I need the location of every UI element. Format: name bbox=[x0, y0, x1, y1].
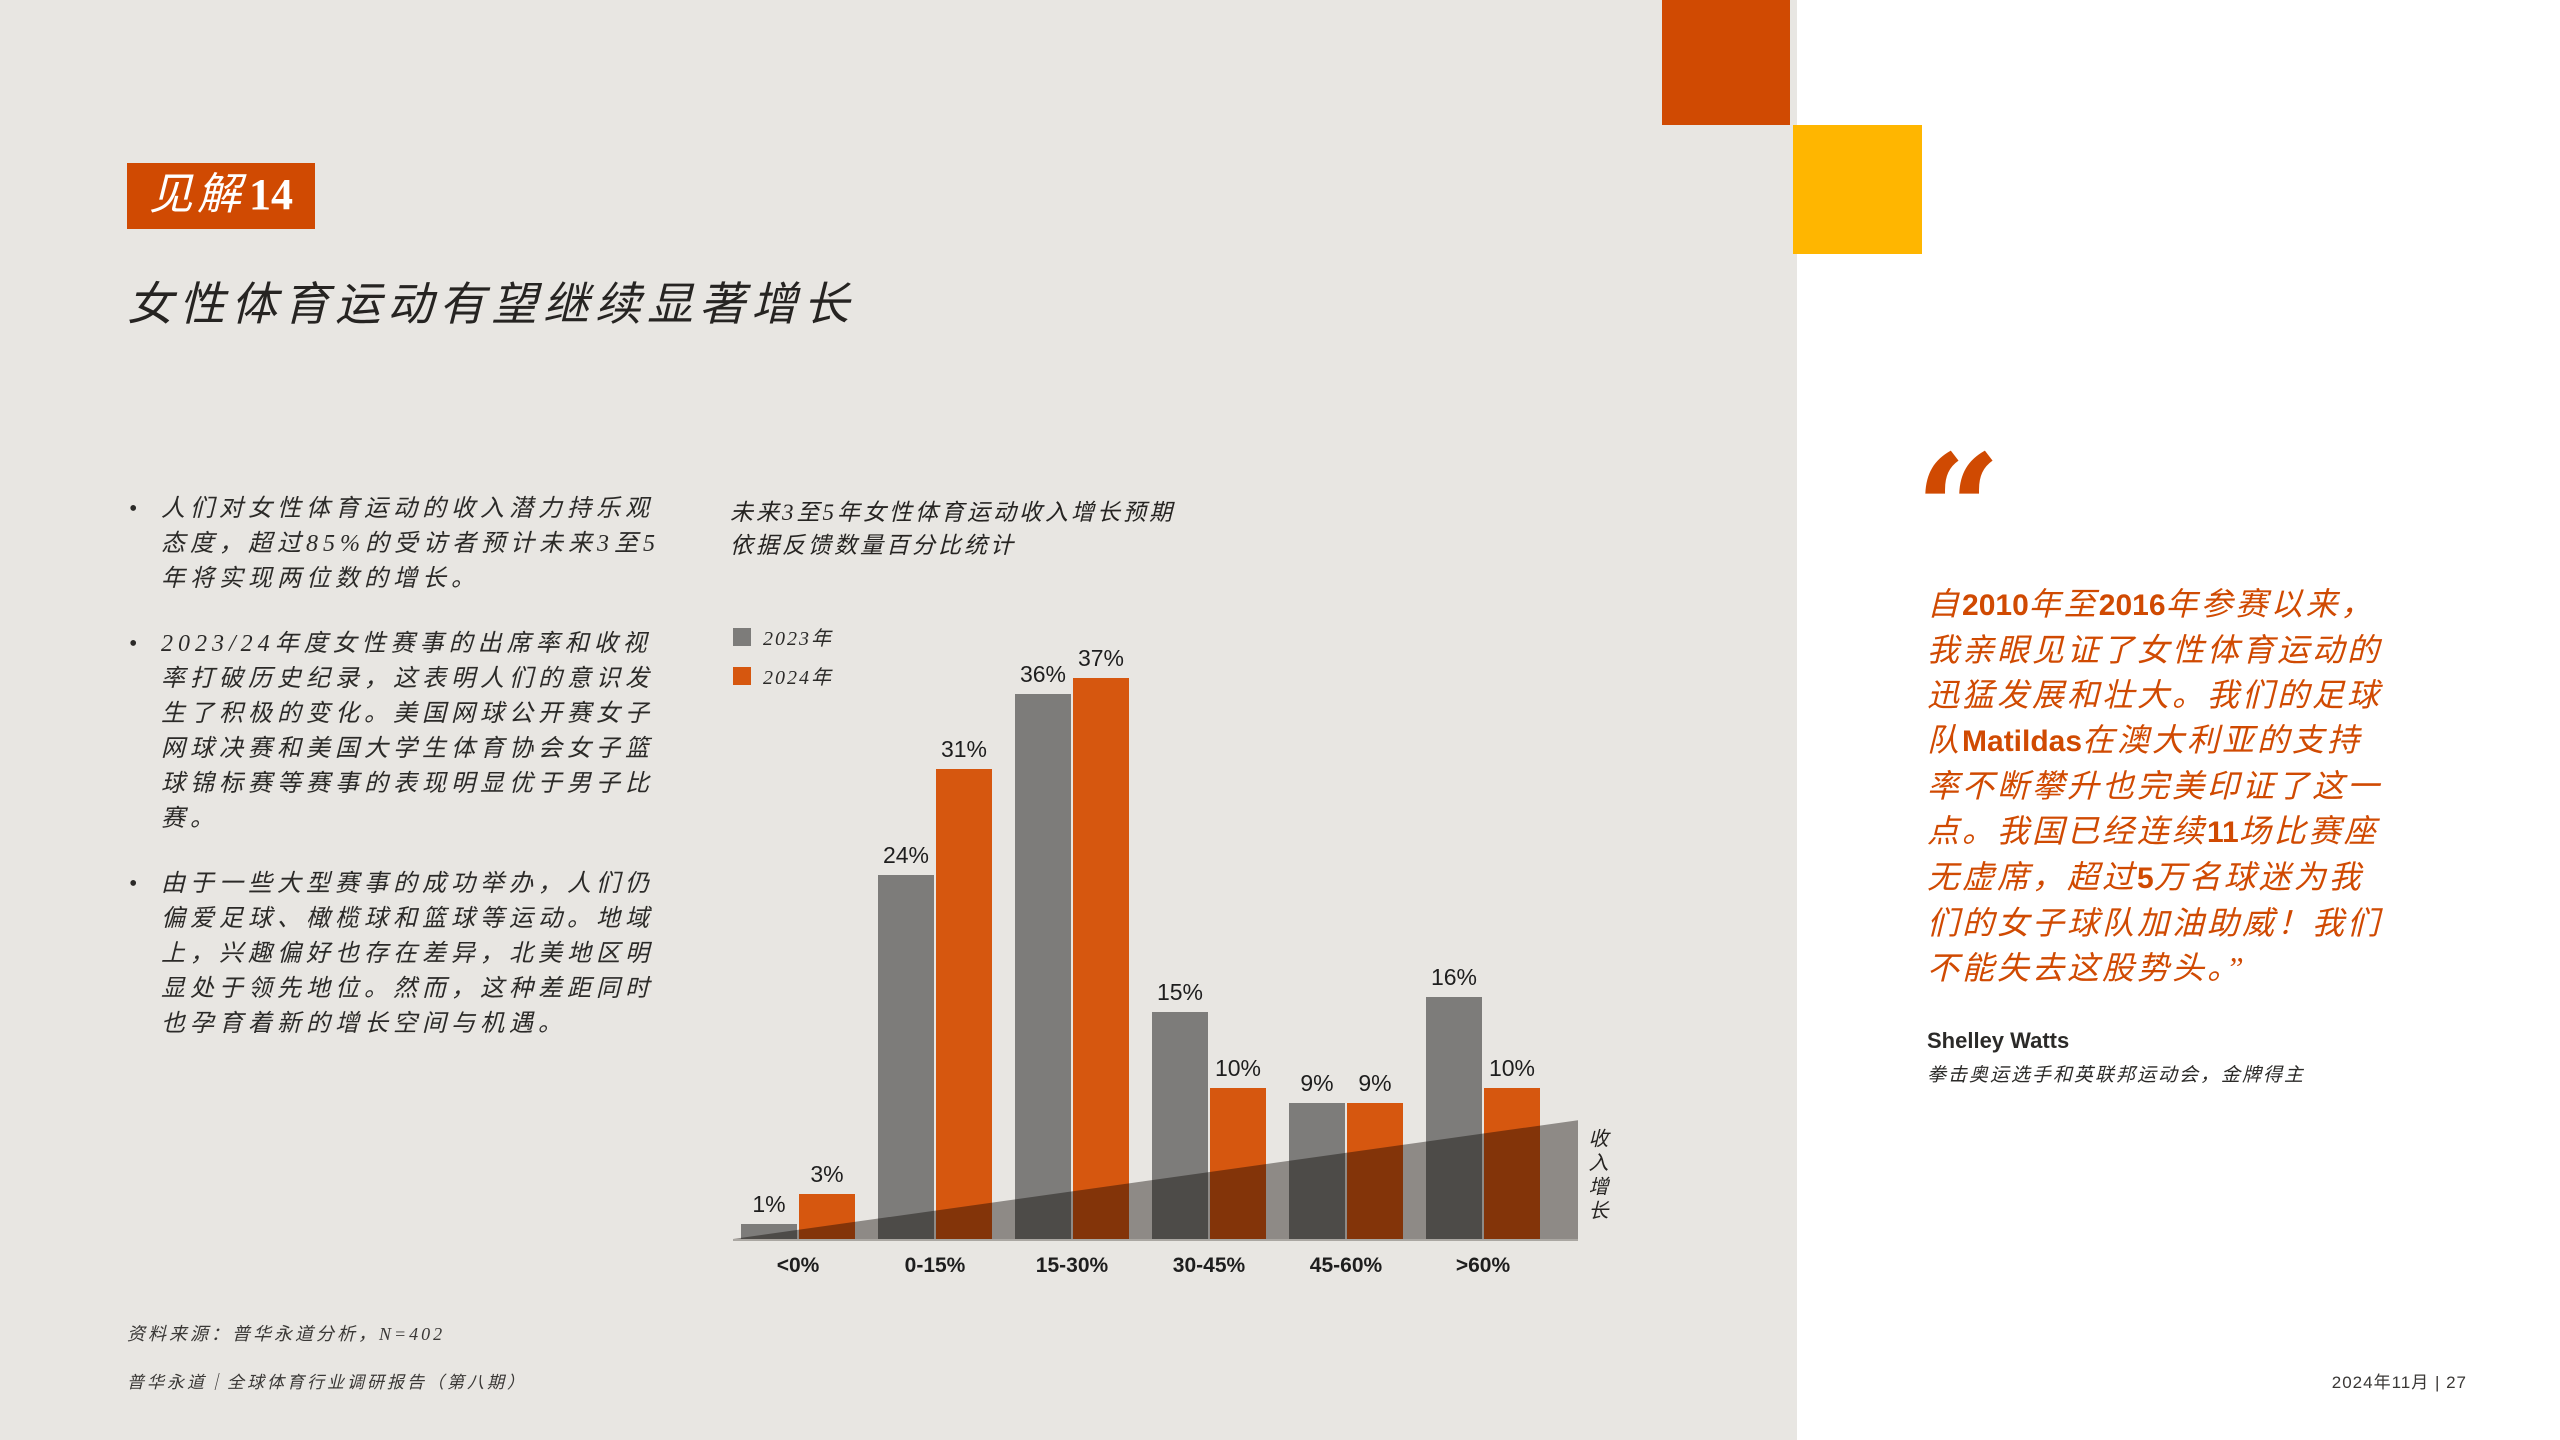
legend-label-2024: 2024年 bbox=[763, 667, 833, 689]
legend-swatch-2024 bbox=[733, 666, 751, 685]
x-axis-label: 30-45% bbox=[1172, 1254, 1246, 1277]
x-axis-label: 45-60% bbox=[1309, 1254, 1383, 1277]
chart-title-line2: 依据反馈数量百分比统计 bbox=[730, 533, 1016, 558]
quote-mark: “ bbox=[1915, 422, 2002, 598]
income-growth-axis-label: 收入增长 bbox=[1585, 1128, 1607, 1224]
orange-square-decoration bbox=[1662, 0, 1790, 125]
quote-segment: 万名球迷为我们的女子球队加油助威！我们不能失去这股势头。” bbox=[1927, 859, 2383, 986]
quote-segment: 年参赛以来，我亲眼见证了女性体育运动的迅猛发展和壮大。我们的足球队 bbox=[1927, 586, 2383, 758]
source-note: 资料来源：普华永道分析，N=402 bbox=[127, 1324, 446, 1344]
page-number: 2024年11月 | 27 bbox=[2331, 1373, 2467, 1392]
quote-segment: 5 bbox=[2137, 862, 2154, 895]
bar-rect bbox=[1073, 678, 1129, 1239]
bar-value-label: 9% bbox=[1300, 1069, 1334, 1096]
quote-segment: 自 bbox=[1927, 586, 1963, 622]
x-axis-labels: <0% 0-15% 15-30% 30-45% 45-60% >60% bbox=[733, 1254, 1578, 1278]
legend-item-2023: 2023年 bbox=[733, 622, 833, 651]
x-axis-label: >60% bbox=[1455, 1254, 1511, 1277]
quote-segment: 2010 bbox=[1962, 589, 2029, 622]
bar: 31% bbox=[936, 633, 992, 1239]
bar-value-label: 37% bbox=[1077, 645, 1125, 672]
bar: 15% bbox=[1152, 633, 1208, 1239]
bar: 36% bbox=[1015, 633, 1071, 1239]
bar-value-label: 9% bbox=[1358, 1069, 1392, 1096]
bar-rect bbox=[1015, 693, 1071, 1239]
quote-author-title: 拳击奥运选手和英联邦运动会，金牌得主 bbox=[1927, 1065, 2306, 1086]
bar-value-label: 3% bbox=[810, 1160, 844, 1187]
quote-segment: 11 bbox=[2207, 816, 2239, 849]
legend-label-2023: 2023年 bbox=[763, 628, 833, 650]
bullet-list: 人们对女性体育运动的收入潜力持乐观态度，超过85%的受访者预计未来3至5年将实现… bbox=[127, 492, 667, 1072]
legend-swatch-2023 bbox=[733, 627, 751, 646]
bar-group: 36% 37% bbox=[1015, 633, 1129, 1239]
bar-rect bbox=[1347, 1102, 1403, 1239]
bar: 3% bbox=[799, 633, 855, 1239]
bar: 37% bbox=[1073, 633, 1129, 1239]
quote-segment: 场比赛座无虚席，超过 bbox=[1927, 813, 2379, 895]
bar-rect bbox=[1152, 1011, 1208, 1239]
bar: 9% bbox=[1347, 633, 1403, 1239]
bar-rect bbox=[936, 769, 992, 1239]
legend-item-2024: 2024年 bbox=[733, 661, 833, 690]
bar-group: 1% 3% bbox=[741, 633, 855, 1239]
quote-segment: 2016 bbox=[2098, 589, 2166, 622]
quote-segment: Matildas bbox=[1962, 725, 2083, 758]
quote-text: 自2010年至2016年参赛以来，我亲眼见证了女性体育运动的迅猛发展和壮大。我们… bbox=[1927, 582, 2397, 991]
quote-author: Shelley Watts bbox=[1927, 1028, 2070, 1053]
bar-group: 16% 10% bbox=[1426, 633, 1540, 1239]
bar-group: 24% 31% bbox=[878, 633, 992, 1239]
bar: 10% bbox=[1484, 633, 1540, 1239]
bullet-item: 2023/24年度女性赛事的出席率和收视率打破历史纪录，这表明人们的意识发生了积… bbox=[127, 627, 667, 837]
bar: 16% bbox=[1426, 633, 1482, 1239]
yellow-square-decoration bbox=[1793, 125, 1922, 254]
chart-title: 未来3至5年女性体育运动收入增长预期 依据反馈数量百分比统计 bbox=[730, 496, 1175, 562]
bar-value-label: 36% bbox=[1019, 660, 1067, 687]
bar-rect bbox=[741, 1223, 797, 1239]
bar: 1% bbox=[741, 633, 797, 1239]
bullet-item: 由于一些大型赛事的成功举办，人们仍偏爱足球、橄榄球和篮球等运动。地域上，兴趣偏好… bbox=[127, 867, 667, 1042]
insight-badge-prefix: 见解 bbox=[149, 170, 245, 219]
bar-value-label: 16% bbox=[1430, 963, 1478, 990]
bar-rect bbox=[1484, 1087, 1540, 1239]
bar: 10% bbox=[1210, 633, 1266, 1239]
x-axis-label: 15-30% bbox=[1035, 1254, 1109, 1277]
bar: 9% bbox=[1289, 633, 1345, 1239]
report-footer: 普华永道｜全球体育行业调研报告（第八期） bbox=[127, 1373, 527, 1392]
bar-rect bbox=[878, 875, 934, 1239]
page-title: 女性体育运动有望继续显著增长 bbox=[127, 279, 855, 330]
bar-rect bbox=[1426, 996, 1482, 1239]
bar-value-label: 15% bbox=[1156, 978, 1204, 1005]
bar-value-label: 10% bbox=[1214, 1054, 1262, 1081]
insight-badge-number: 14 bbox=[249, 170, 293, 219]
insight-badge: 见解14 bbox=[127, 163, 315, 230]
bar-group: 9% 9% bbox=[1289, 633, 1403, 1239]
bar-rect bbox=[1289, 1102, 1345, 1239]
chart-title-line1: 未来3至5年女性体育运动收入增长预期 bbox=[730, 500, 1175, 525]
bar-value-label: 1% bbox=[752, 1190, 786, 1217]
bar-rect bbox=[799, 1193, 855, 1239]
bar-rect bbox=[1210, 1087, 1266, 1239]
chart-legend: 2023年 2024年 bbox=[733, 622, 833, 690]
bullet-item: 人们对女性体育运动的收入潜力持乐观态度，超过85%的受访者预计未来3至5年将实现… bbox=[127, 492, 667, 597]
bar-value-label: 31% bbox=[940, 736, 988, 763]
bar-value-label: 10% bbox=[1488, 1054, 1536, 1081]
bar: 24% bbox=[878, 633, 934, 1239]
bar-value-label: 24% bbox=[882, 842, 930, 869]
quote-segment: 在澳大利亚的支持率不断攀升也完美印证了这一点。我国已经连续 bbox=[1927, 722, 2383, 849]
x-axis-label: <0% bbox=[776, 1254, 820, 1277]
bar-group: 15% 10% bbox=[1152, 633, 1266, 1239]
quote-segment: 年至 bbox=[2028, 586, 2099, 622]
x-axis-label: 0-15% bbox=[904, 1254, 966, 1277]
bar-chart-plot: 1% 3% 24% 31% 36% 37% 15% 10% 9% 9% 16% 10% bbox=[733, 633, 1578, 1241]
